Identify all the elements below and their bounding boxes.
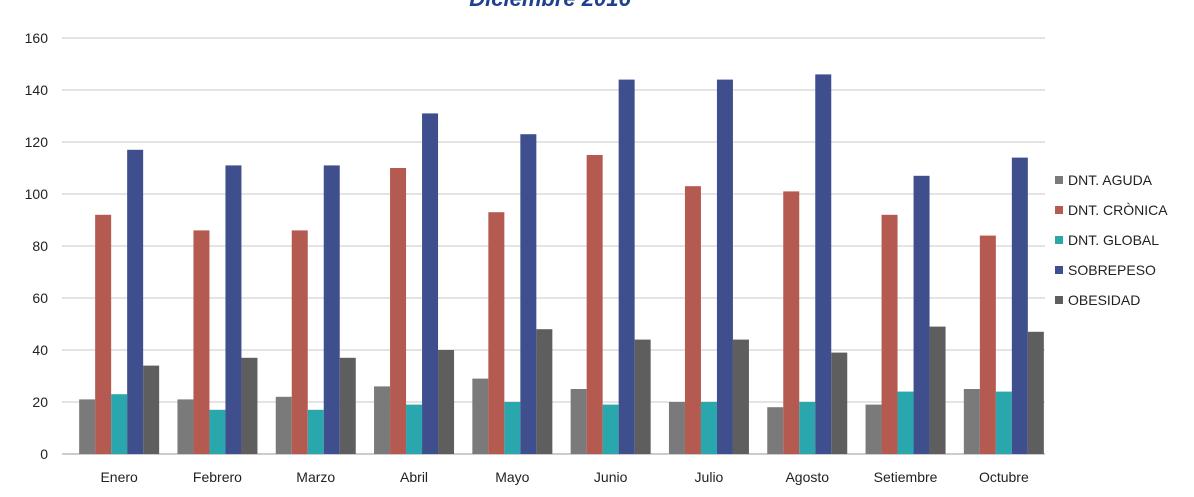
bar [865,404,882,454]
bar [488,212,505,454]
bar [700,402,717,454]
bar [472,378,489,454]
bar [716,79,733,454]
bar [831,352,848,454]
bar [374,386,391,454]
bar [143,365,160,454]
bar [339,357,356,454]
bar [422,113,439,455]
legend-label: DNT. GLOBAL [1068,232,1159,248]
bar [406,404,423,454]
y-tick-label: 20 [32,394,48,410]
x-axis-ticks: Enero Febrero Marzo Abril Mayo Junio Julio Agos… [100,469,1028,485]
bar [209,409,226,454]
bar [618,79,635,454]
bar [111,394,128,454]
bar [732,339,749,454]
bar [323,165,340,454]
y-tick-label: 40 [32,342,48,358]
bar [193,230,210,454]
legend-swatch [1055,206,1063,214]
bar [602,404,619,454]
bar [586,155,603,454]
bar [177,399,194,454]
bar [79,399,96,454]
y-tick-label: 120 [25,134,49,150]
legend-label: DNT. AGUDA [1068,172,1153,188]
x-tick-label: Febrero [193,469,242,485]
bar [127,149,144,455]
legend: DNT. AGUDA DNT. CRÒNICA DNT. GLOBAL SOBREPE… [1055,172,1168,308]
y-tick-label: 0 [40,446,48,462]
bar [929,326,946,454]
x-tick-label: Marzo [296,469,335,485]
legend-swatch [1055,296,1063,304]
bar [95,214,112,454]
bar [225,165,242,454]
x-tick-label: Octubre [979,469,1029,485]
bar [634,339,651,454]
bar [504,402,521,454]
y-tick-label: 60 [32,290,48,306]
bar [536,329,553,454]
legend-label: SOBREPESO [1068,262,1156,278]
bars [79,74,1044,455]
bar [570,389,587,454]
x-tick-label: Enero [100,469,138,485]
bar [307,409,324,454]
bar [684,186,701,454]
bar [520,134,537,454]
legend-swatch [1055,236,1063,244]
legend-label: DNT. CRÒNICA [1068,202,1168,218]
x-tick-label: Julio [695,469,724,485]
chart-title: Diciembre 2016 [0,0,1100,12]
bar [995,391,1012,454]
bar [1011,157,1028,454]
bar [963,389,980,454]
bar [291,230,308,454]
y-tick-label: 80 [32,238,48,254]
legend-label: OBESIDAD [1068,292,1140,308]
bar [815,74,832,455]
legend-swatch [1055,266,1063,274]
bar [897,391,914,454]
y-axis-ticks: 0 20 40 60 80 100 120 140 160 [25,30,49,462]
bar [913,175,930,455]
bar [881,214,898,454]
y-tick-label: 140 [25,82,49,98]
y-tick-label: 100 [25,186,49,202]
bar [275,396,292,454]
x-tick-label: Mayo [495,469,529,485]
bar [438,350,455,454]
x-tick-label: Abril [400,469,428,485]
y-tick-label: 160 [25,30,49,46]
bar [390,168,407,454]
bar [1027,331,1044,454]
bar [241,357,258,454]
x-tick-label: Setiembre [874,469,938,485]
bar [668,402,685,454]
bar [979,235,996,454]
bar [767,407,784,454]
x-tick-label: Agosto [785,469,829,485]
bar [783,191,800,454]
x-tick-label: Junio [594,469,628,485]
bar [799,402,816,454]
legend-swatch [1055,176,1063,184]
